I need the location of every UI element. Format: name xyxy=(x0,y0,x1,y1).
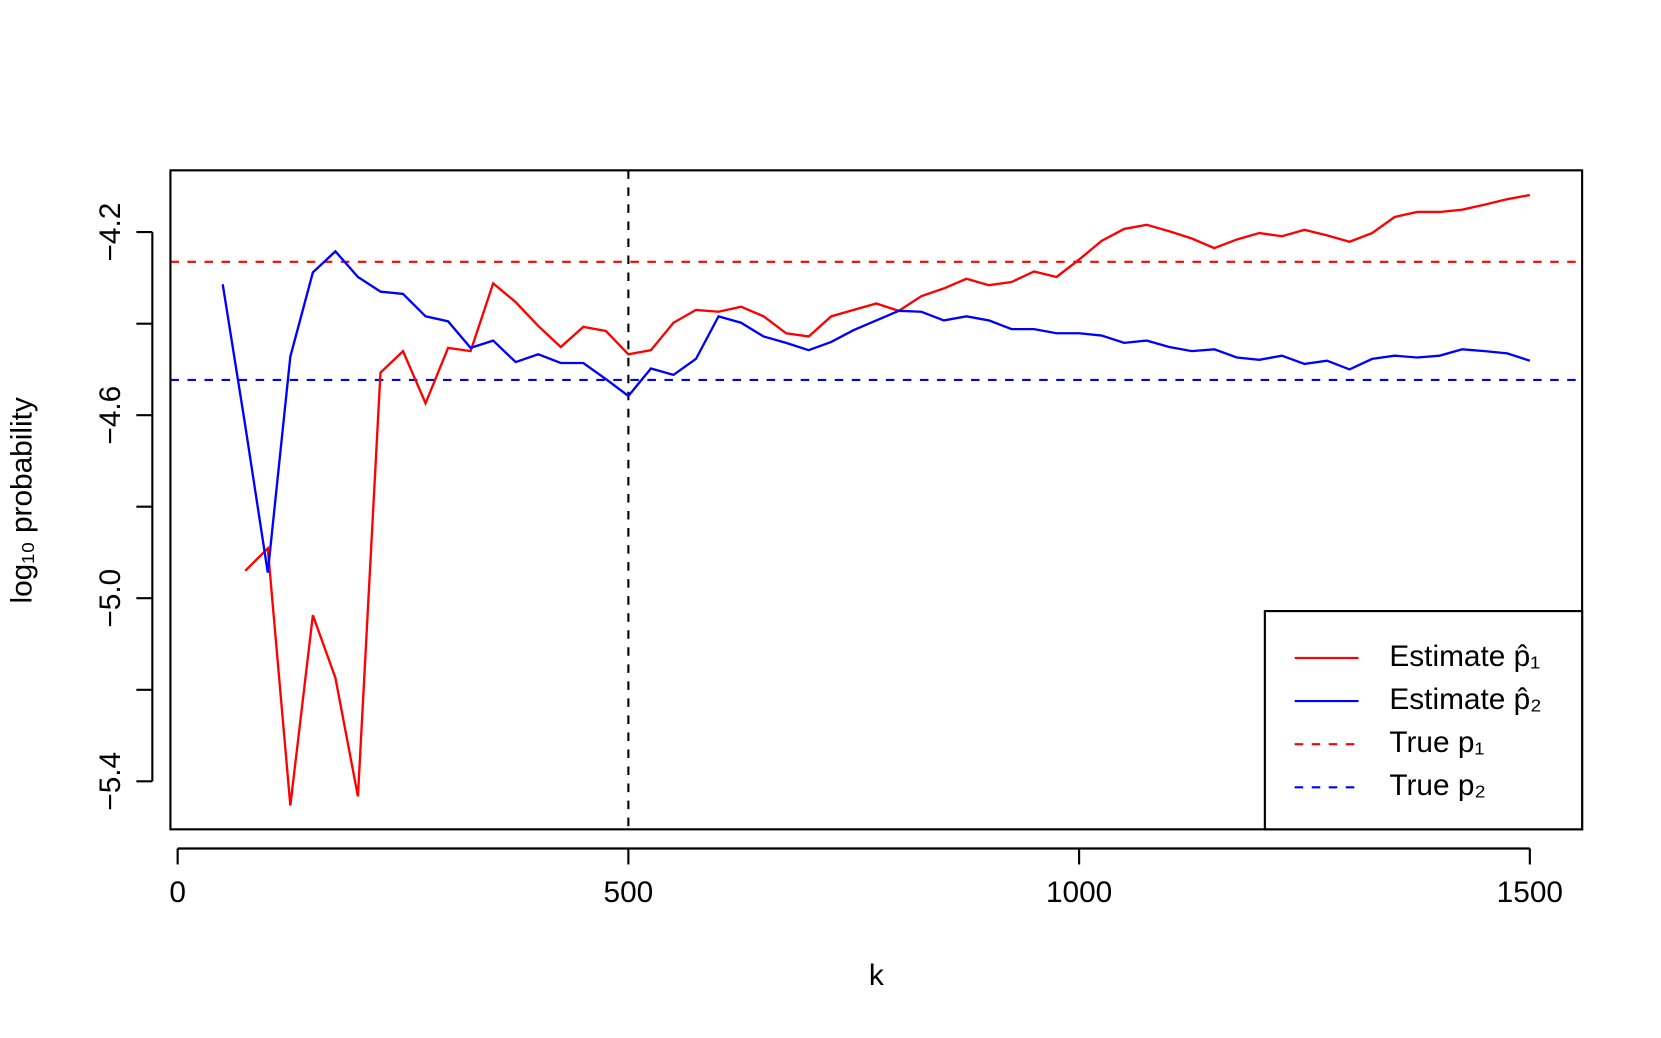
series-line xyxy=(221,249,1531,573)
legend-label: True p₁ xyxy=(1389,726,1484,759)
x-tick-label: 500 xyxy=(604,876,654,909)
y-tick-label: −4.2 xyxy=(94,203,127,262)
legend-label: Estimate p̂₁ xyxy=(1389,640,1540,673)
series-line xyxy=(244,193,1531,806)
plot-frame xyxy=(169,169,1584,831)
y-tick-label: −4.6 xyxy=(94,386,127,445)
legend-box xyxy=(1263,610,1584,831)
x-tick-label: 1000 xyxy=(1046,876,1112,909)
legend-label: True p₂ xyxy=(1389,769,1486,802)
y-axis-label: log₁₀ probability xyxy=(5,397,38,603)
x-tick-label: 1500 xyxy=(1497,876,1563,909)
legend-label: Estimate p̂₂ xyxy=(1389,683,1541,716)
x-tick-label: 0 xyxy=(169,876,186,909)
y-tick-label: −5.4 xyxy=(94,752,127,811)
y-tick-label: −5.0 xyxy=(94,569,127,628)
x-axis-label: k xyxy=(869,959,884,992)
